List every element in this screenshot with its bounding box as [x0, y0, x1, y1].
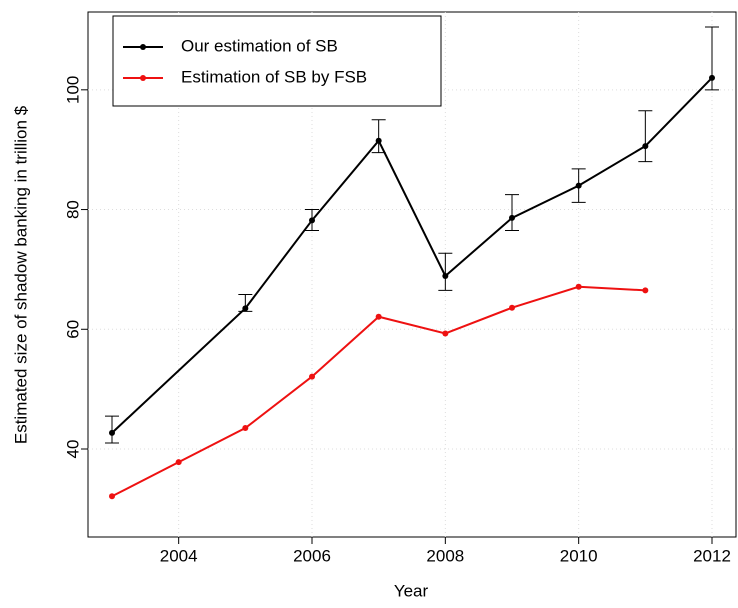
data-point [375, 137, 382, 144]
data-point [442, 272, 449, 279]
legend-point [140, 44, 146, 50]
plot-frame [87, 11, 737, 538]
x-tick-label: 2012 [693, 546, 731, 565]
legend-box [112, 15, 442, 107]
data-point [442, 330, 449, 337]
error-bar [505, 194, 519, 232]
y-tick-label: 60 [63, 320, 82, 339]
y-axis-title: Estimated size of shadow banking in tril… [11, 105, 30, 444]
x-tick-label: 2006 [293, 546, 331, 565]
x-tick-label: 2004 [160, 546, 198, 565]
x-tick-label: 2008 [426, 546, 464, 565]
data-point [309, 217, 315, 224]
legend-label: Estimation of SB by FSB [181, 67, 367, 86]
x-axis-title: Year [394, 581, 429, 600]
series-line [111, 77, 713, 434]
data-point [109, 493, 115, 500]
x-tick-label: 2010 [560, 546, 598, 565]
data-point [575, 182, 582, 189]
error-bar [371, 119, 386, 154]
legend-point [140, 75, 146, 81]
error-bar [438, 252, 453, 291]
y-tick-label: 40 [63, 440, 82, 459]
error-bar [638, 110, 653, 163]
data-point [509, 304, 515, 311]
data-point [709, 74, 715, 81]
data-point [642, 287, 649, 294]
legend-label: Our estimation of SB [181, 36, 338, 55]
data-point [509, 214, 515, 221]
data-point [242, 425, 249, 432]
data-point [309, 373, 315, 380]
data-point [375, 313, 382, 320]
y-tick-label: 100 [63, 76, 82, 104]
data-point [175, 459, 182, 466]
data-point [575, 283, 582, 290]
data-point [109, 429, 115, 436]
y-tick-label: 80 [63, 200, 82, 219]
data-point [642, 143, 649, 150]
data-point [242, 305, 249, 312]
error-bar [105, 415, 119, 444]
